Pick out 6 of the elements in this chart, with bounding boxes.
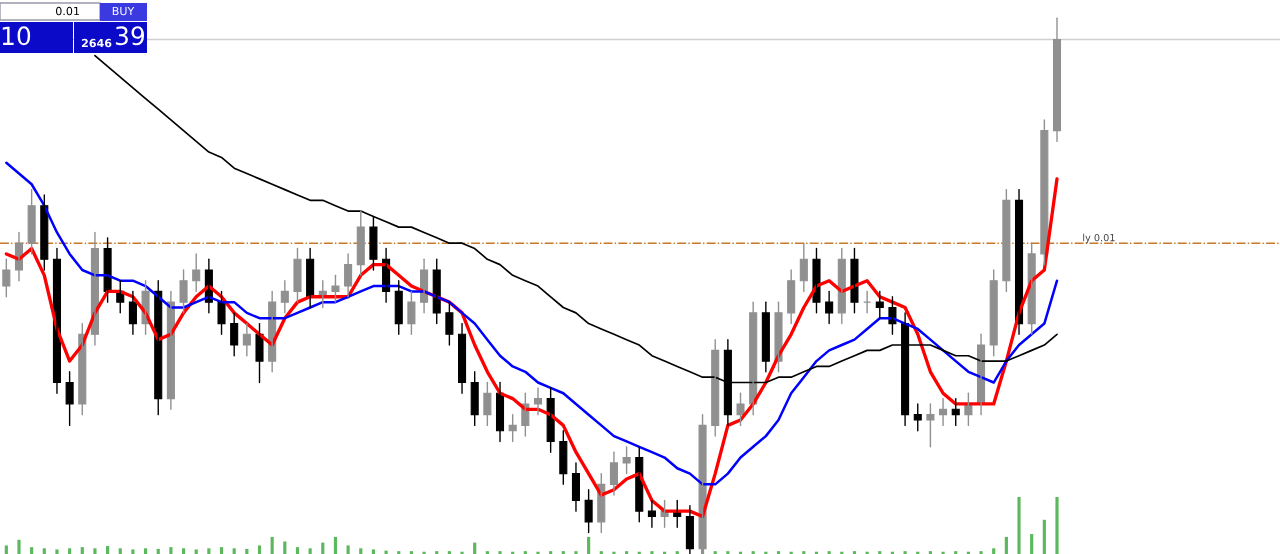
text: 0.01 xyxy=(55,6,79,16)
annotation: 39 xyxy=(115,26,145,46)
text: BUY xyxy=(112,6,135,16)
annotation: 2646 xyxy=(81,38,112,48)
ref-line-label: ly 0.01 xyxy=(1083,233,1115,244)
annotation: 10 xyxy=(2,26,31,46)
